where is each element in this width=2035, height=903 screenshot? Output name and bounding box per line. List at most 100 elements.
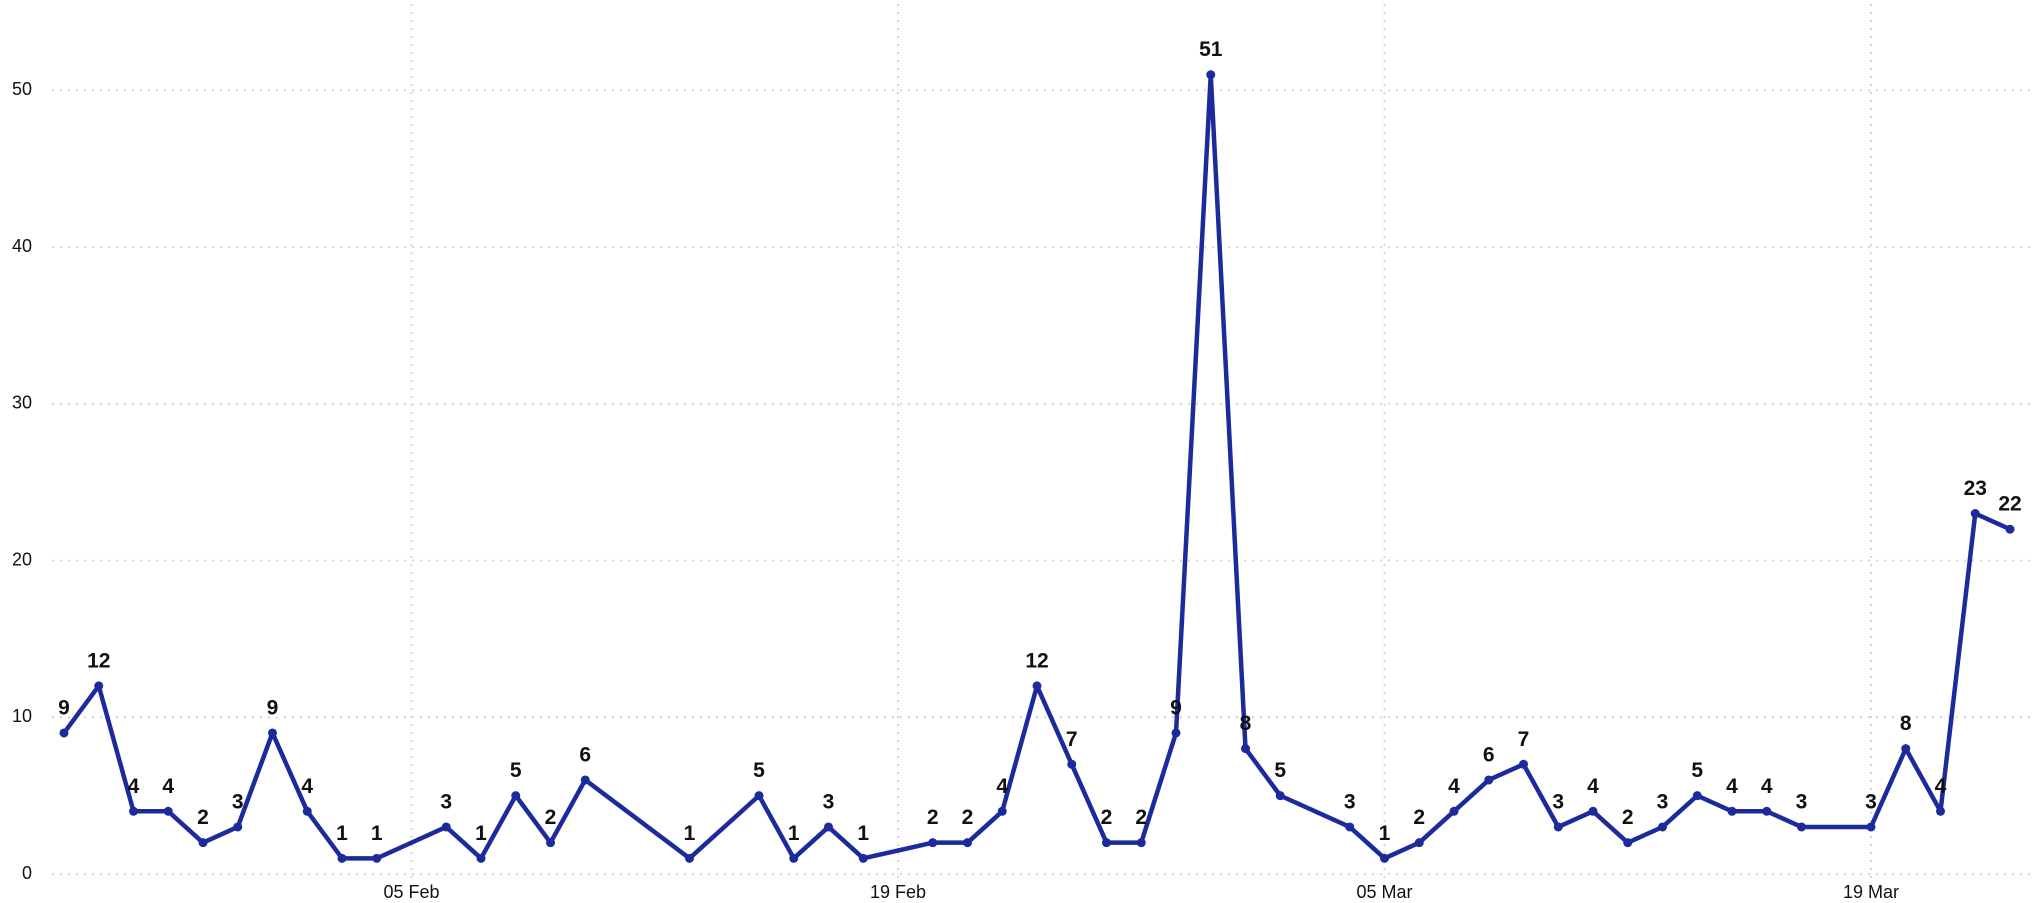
value-label: 1: [475, 822, 487, 845]
point: [1588, 806, 1598, 816]
point: [441, 822, 451, 832]
value-label: 1: [684, 822, 696, 845]
point: [1032, 681, 1042, 691]
y-tick-label: 30: [12, 393, 32, 413]
value-label: 2: [927, 806, 939, 829]
point: [1414, 838, 1424, 848]
value-label: 1: [788, 822, 800, 845]
value-label: 3: [1344, 791, 1356, 814]
value-label: 8: [1240, 712, 1252, 735]
point: [1519, 759, 1528, 769]
value-label: 7: [1518, 728, 1530, 751]
point: [1658, 822, 1667, 832]
point: [233, 822, 243, 832]
point: [928, 838, 938, 848]
value-label: 9: [1170, 696, 1182, 719]
point: [789, 853, 799, 863]
point: [1797, 822, 1806, 832]
point: [1866, 822, 1876, 832]
point: [1936, 806, 1945, 816]
point: [1171, 728, 1181, 738]
value-label: 6: [579, 744, 591, 767]
value-label: 5: [753, 759, 765, 782]
y-tick-label: 10: [12, 706, 32, 726]
value-label: 4: [162, 775, 174, 798]
value-label: 3: [1552, 791, 1564, 814]
value-label: 4: [1726, 775, 1738, 798]
point: [754, 791, 764, 801]
value-label: 4: [1761, 775, 1773, 798]
value-label: 3: [1865, 791, 1877, 814]
point: [1241, 744, 1250, 754]
point: [685, 853, 694, 863]
y-tick-label: 40: [12, 236, 32, 256]
value-label: 3: [823, 791, 835, 814]
value-label: 4: [1587, 775, 1599, 798]
value-label: 51: [1199, 38, 1223, 61]
value-label: 4: [996, 775, 1008, 798]
point: [1623, 838, 1633, 848]
x-tick-label: 19 Feb: [870, 882, 926, 902]
value-label: 5: [510, 759, 522, 782]
value-label: 3: [1657, 791, 1669, 814]
point: [1762, 806, 1772, 816]
value-label: 9: [58, 696, 70, 719]
value-label: 3: [232, 791, 244, 814]
x-tick-label: 19 Mar: [1843, 882, 1899, 902]
line: [62, 72, 2011, 861]
point: [580, 775, 590, 785]
point: [1727, 806, 1737, 816]
point: [1136, 838, 1146, 848]
value-label: 4: [1935, 775, 1947, 798]
point: [1970, 509, 1980, 519]
value-label: 4: [1448, 775, 1460, 798]
value-label: 1: [371, 822, 383, 845]
point: [302, 806, 312, 816]
point: [163, 806, 173, 816]
value-label: 2: [1413, 806, 1425, 829]
value-label: 5: [1691, 759, 1703, 782]
point: [268, 728, 277, 738]
point: [1449, 806, 1459, 816]
point: [129, 806, 138, 816]
value-label: 2: [962, 806, 974, 829]
value-label: 2: [545, 806, 557, 829]
value-label: 9: [267, 696, 279, 719]
value-label: 2: [1101, 806, 1113, 829]
point: [1692, 791, 1702, 801]
point: [511, 791, 521, 801]
value-label: 3: [1796, 791, 1808, 814]
point: [546, 838, 555, 848]
point: [2005, 524, 2015, 534]
value-label: 4: [301, 775, 313, 798]
value-label: 12: [87, 649, 110, 672]
point: [1484, 775, 1494, 785]
x-tick-label: 05 Feb: [383, 882, 439, 902]
point: [1275, 791, 1285, 801]
point: [1102, 838, 1111, 848]
value-label: 1: [857, 822, 869, 845]
point: [476, 853, 486, 863]
point: [1553, 822, 1563, 832]
x-tick-label: 05 Mar: [1356, 882, 1412, 902]
point: [997, 806, 1007, 816]
value-label: 4: [128, 775, 140, 798]
point: [1067, 759, 1077, 769]
value-label: 6: [1483, 744, 1495, 767]
value-label: 3: [440, 791, 452, 814]
value-label: 5: [1274, 759, 1286, 782]
value-label: 2: [197, 806, 209, 829]
point: [337, 853, 347, 863]
point: [963, 838, 972, 848]
point: [372, 853, 382, 863]
value-label: 1: [1379, 822, 1391, 845]
value-label: 1: [336, 822, 348, 845]
y-tick-label: 0: [22, 863, 32, 883]
value-label: 2: [1622, 806, 1634, 829]
point: [1206, 70, 1216, 80]
point: [858, 853, 868, 863]
value-label: 2: [1135, 806, 1147, 829]
y-tick-label: 20: [12, 549, 32, 569]
point: [1380, 853, 1389, 863]
point: [1901, 744, 1911, 754]
